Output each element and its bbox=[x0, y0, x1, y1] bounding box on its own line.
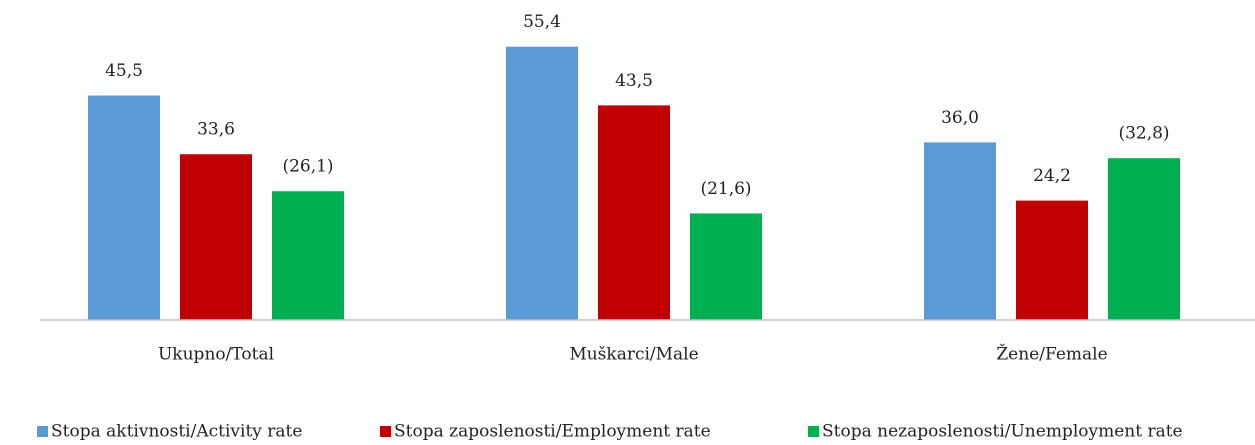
bar bbox=[1016, 200, 1088, 320]
value-label: 33,6 bbox=[197, 120, 235, 140]
bar bbox=[272, 191, 344, 320]
bar bbox=[690, 213, 762, 320]
value-label: 24,2 bbox=[1033, 166, 1071, 186]
legend-swatch bbox=[808, 426, 819, 437]
value-label: (21,6) bbox=[700, 179, 751, 199]
legend-swatch bbox=[380, 426, 391, 437]
x-tick-label: Ukupno/Total bbox=[158, 345, 274, 365]
bar bbox=[1108, 158, 1180, 320]
bar bbox=[180, 154, 252, 320]
value-label: 55,4 bbox=[523, 12, 561, 32]
legend-swatch bbox=[37, 426, 48, 437]
x-tick-label: Žene/Female bbox=[996, 344, 1107, 365]
legend-label: Stopa zaposlenosti/Employment rate bbox=[394, 422, 711, 442]
bar bbox=[924, 142, 996, 320]
legend-label: Stopa nezaposlenosti/Unemployment rate bbox=[822, 422, 1183, 442]
value-label: 43,5 bbox=[615, 71, 653, 91]
legend-label: Stopa aktivnosti/Activity rate bbox=[51, 422, 302, 442]
x-tick-label: Muškarci/Male bbox=[569, 345, 698, 365]
bar bbox=[88, 95, 160, 321]
value-label: (26,1) bbox=[282, 157, 333, 177]
value-label: (32,8) bbox=[1118, 124, 1169, 144]
value-label: 45,5 bbox=[105, 61, 143, 81]
bar bbox=[506, 46, 578, 321]
value-label: 36,0 bbox=[941, 108, 979, 128]
bar bbox=[598, 105, 670, 321]
